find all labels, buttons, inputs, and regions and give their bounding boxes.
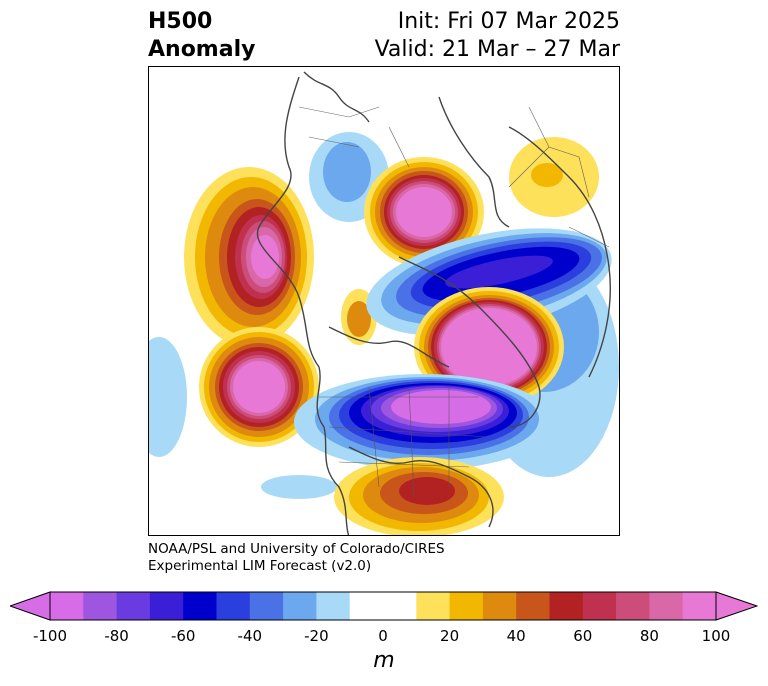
positive-anomaly-atlantic (414, 287, 564, 407)
field-title: H500 Anomaly (148, 8, 255, 64)
positive-anomaly-europe (509, 137, 599, 217)
colorbar-bin (349, 592, 417, 620)
borders (298, 106, 610, 498)
title-line2: Anomaly (148, 37, 256, 62)
positive-anomaly-polar (364, 157, 484, 267)
map-canvas (149, 71, 619, 535)
colorbar-bin (216, 592, 251, 620)
colorbar-tick-label: -60 (170, 627, 196, 645)
colorbar-tick-label: 40 (506, 627, 526, 645)
init-date: Init: Fri 07 Mar 2025 (397, 9, 620, 34)
colorbar-tick-label: 100 (701, 627, 731, 645)
date-info: Init: Fri 07 Mar 2025 Valid: 21 Mar – 27… (375, 8, 620, 64)
colorbar-tick-label: -20 (304, 627, 329, 645)
colorbar-bin (449, 592, 484, 620)
negative-anomaly-north-america (294, 374, 554, 470)
colorbar-bin (316, 592, 351, 620)
colorbar-bin (516, 592, 550, 620)
colorbar-bin (482, 592, 517, 620)
colorbar-ticks: -100 -80 -60 -40 -20 0 20 40 60 80 100 (0, 627, 768, 647)
colorbar-bin (549, 592, 584, 620)
title-line1: H500 (148, 9, 213, 34)
colorbar-tick-label: 20 (440, 627, 460, 645)
colorbar-tick-label: -80 (104, 627, 129, 645)
colorbar-bin (183, 592, 217, 620)
credit-line1: NOAA/PSL and University of Colorado/CIRE… (148, 541, 445, 557)
colorbar-bin (249, 592, 284, 620)
colorbar-bin (50, 592, 84, 620)
positive-anomaly-south (334, 457, 504, 535)
colorbar-bin (582, 592, 617, 620)
positive-anomaly-west-north (184, 167, 314, 347)
colorbar-extend-low (10, 591, 51, 621)
negative-anomaly-arctic-band (366, 228, 612, 336)
colorbar-bin (649, 592, 684, 620)
colorbar-tick-label: -40 (237, 627, 263, 645)
negative-anomaly-south-west (261, 475, 337, 499)
colorbar (10, 591, 758, 621)
colorbar-bin (283, 592, 317, 620)
colorbar-bin (116, 592, 151, 620)
colorbar-tick-label: -100 (32, 627, 68, 645)
anomaly-map (148, 66, 620, 536)
valid-range: Valid: 21 Mar – 27 Mar (374, 37, 620, 62)
colorbar-bin (616, 592, 650, 620)
positive-anomaly-west-south (199, 327, 319, 447)
colorbar-extend-high (715, 591, 758, 621)
colorbar-bin (682, 592, 717, 620)
negative-anomaly-west-edge (149, 337, 187, 457)
colorbar-tick-label: 80 (639, 627, 659, 645)
colorbar-tick-label: 0 (378, 627, 388, 645)
colorbar-tick-label: 60 (573, 627, 593, 645)
colorbar-unit: m (373, 648, 395, 673)
colorbar-bin (416, 592, 451, 620)
credit-text: NOAA/PSL and University of Colorado/CIRE… (148, 541, 445, 575)
credit-line2: Experimental LIM Forecast (v2.0) (148, 558, 372, 574)
colorbar-bin (83, 592, 118, 620)
colorbar-bin (149, 592, 184, 620)
